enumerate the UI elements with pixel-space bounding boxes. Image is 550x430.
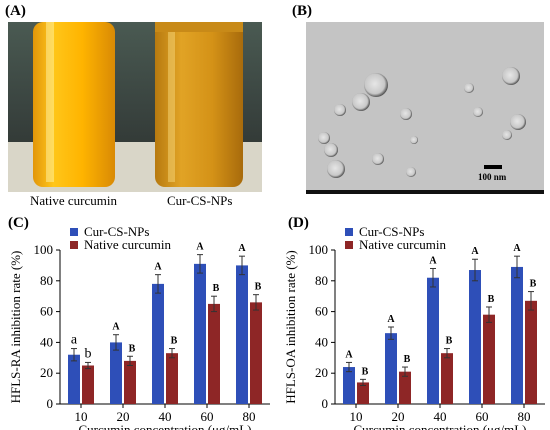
chart-d-x-axis-label: Curcumin concentration (μg/mL) bbox=[353, 422, 526, 430]
chart-d-significance-label: A bbox=[429, 255, 437, 266]
chart-d-y-axis-label: HFLS-OA inhibition rate (%) bbox=[283, 250, 298, 403]
chart-c-bar bbox=[236, 265, 248, 404]
chart-d-significance-label: B bbox=[488, 294, 495, 305]
chart-c-ytick-label: 100 bbox=[34, 242, 54, 257]
chart-d-bar bbox=[511, 266, 523, 404]
chart-d-significance-label: A bbox=[471, 246, 479, 257]
chart-c-significance-label: A bbox=[112, 322, 120, 333]
chart-c-significance-label: B bbox=[255, 282, 262, 293]
panel-c-label: (C) bbox=[8, 215, 29, 231]
chart-c-y-axis-label: HFLS-RA inhibition rate (%) bbox=[8, 251, 23, 404]
chart-d-significance-label: B bbox=[362, 366, 369, 377]
chart-d-bar bbox=[483, 314, 495, 404]
chart-d-legend-label: Cur-CS-NPs bbox=[359, 224, 424, 239]
chart-d-xtick-label: 80 bbox=[518, 409, 531, 424]
chart-d-legend-label: Native curcumin bbox=[359, 237, 446, 252]
chart-c-bar bbox=[208, 303, 220, 404]
chart-d-significance-label: A bbox=[513, 243, 521, 254]
chart-d-legend-swatch bbox=[345, 241, 353, 249]
chart-d-bar bbox=[441, 353, 453, 404]
chart-d-significance-label: B bbox=[404, 354, 411, 365]
chart-c-ytick-label: 60 bbox=[40, 304, 53, 319]
chart-c-bar bbox=[152, 283, 164, 404]
scale-bar-label: 100 nm bbox=[478, 172, 507, 182]
chart-d-legend-swatch bbox=[345, 228, 353, 236]
chart-d-xtick-label: 40 bbox=[434, 409, 447, 424]
chart-c-xtick-label: 10 bbox=[75, 409, 88, 424]
chart-d-bar bbox=[399, 371, 411, 404]
chart-c-significance-label: A bbox=[154, 262, 162, 273]
chart-d-significance-label: B bbox=[446, 336, 453, 347]
panel-d-label: (D) bbox=[288, 215, 309, 231]
chart-c-significance-label: B bbox=[213, 283, 220, 294]
chart-c-significance-label: a bbox=[71, 333, 78, 348]
chart-c-xtick-label: 80 bbox=[243, 409, 256, 424]
chart-c-xtick-label: 20 bbox=[117, 409, 130, 424]
chart-c-ytick-label: 80 bbox=[40, 273, 53, 288]
chart-c-bar bbox=[82, 365, 94, 404]
chart-d-ytick-label: 60 bbox=[315, 304, 328, 319]
chart-d-ytick-label: 0 bbox=[322, 396, 329, 411]
chart-d-significance-label: B bbox=[530, 279, 537, 290]
chart-c-significance-label: B bbox=[171, 336, 178, 347]
chart-d-bar bbox=[357, 382, 369, 404]
chart-c-bar bbox=[110, 342, 122, 404]
chart-c-ytick-label: 20 bbox=[40, 365, 53, 380]
chart-c-legend-label: Native curcumin bbox=[84, 237, 171, 252]
chart-c-significance-label: A bbox=[238, 243, 246, 254]
chart-c-x-axis-label: Curcumin concentration (μg/mL) bbox=[78, 422, 251, 430]
chart-c-bar bbox=[166, 353, 178, 404]
chart-d-significance-label: A bbox=[387, 314, 395, 325]
chart-c-significance-label: A bbox=[196, 242, 204, 253]
chart-d-ytick-label: 40 bbox=[315, 334, 328, 349]
scale-bar bbox=[484, 165, 502, 169]
vial-label-native: Native curcumin bbox=[30, 193, 117, 208]
chart-c-xtick-label: 60 bbox=[201, 409, 214, 424]
panel-b-label: (B) bbox=[292, 3, 312, 19]
chart-c-significance-label: b bbox=[85, 346, 92, 361]
chart-c-significance-label: B bbox=[129, 343, 136, 354]
chart-d-bar bbox=[343, 367, 355, 404]
chart-c-bar bbox=[250, 302, 262, 404]
panel-a-label: (A) bbox=[5, 3, 26, 19]
chart-c-bar bbox=[194, 263, 206, 404]
chart-c-bar bbox=[124, 360, 136, 404]
chart-c-legend-swatch bbox=[70, 241, 78, 249]
chart-d-bar bbox=[469, 270, 481, 404]
chart-c-legend-label: Cur-CS-NPs bbox=[84, 224, 149, 239]
chart-d-ytick-label: 20 bbox=[315, 365, 328, 380]
chart-c-ytick-label: 40 bbox=[40, 334, 53, 349]
chart-c-legend-swatch bbox=[70, 228, 78, 236]
chart-d-bar bbox=[525, 300, 537, 404]
chart-c-bar bbox=[68, 354, 80, 404]
vial-label-nps: Cur-CS-NPs bbox=[167, 193, 233, 208]
chart-c-ytick-label: 0 bbox=[47, 396, 54, 411]
vials-photo bbox=[8, 22, 262, 192]
chart-c: 0 20 40 60 80 100 10 20 40 60 80 a A A A Ab B B B B Cur-CS-N… bbox=[8, 224, 270, 430]
chart-d-xtick-label: 10 bbox=[350, 409, 363, 424]
chart-d-xtick-label: 60 bbox=[476, 409, 489, 424]
chart-d-ytick-label: 80 bbox=[315, 273, 328, 288]
chart-d-bar bbox=[427, 277, 439, 404]
tem-micrograph bbox=[306, 22, 544, 194]
chart-c-xtick-label: 40 bbox=[159, 409, 172, 424]
chart-d-xtick-label: 20 bbox=[392, 409, 405, 424]
chart-d-bar bbox=[385, 333, 397, 404]
chart-d-ytick-label: 100 bbox=[309, 242, 329, 257]
chart-d-significance-label: A bbox=[345, 349, 353, 360]
